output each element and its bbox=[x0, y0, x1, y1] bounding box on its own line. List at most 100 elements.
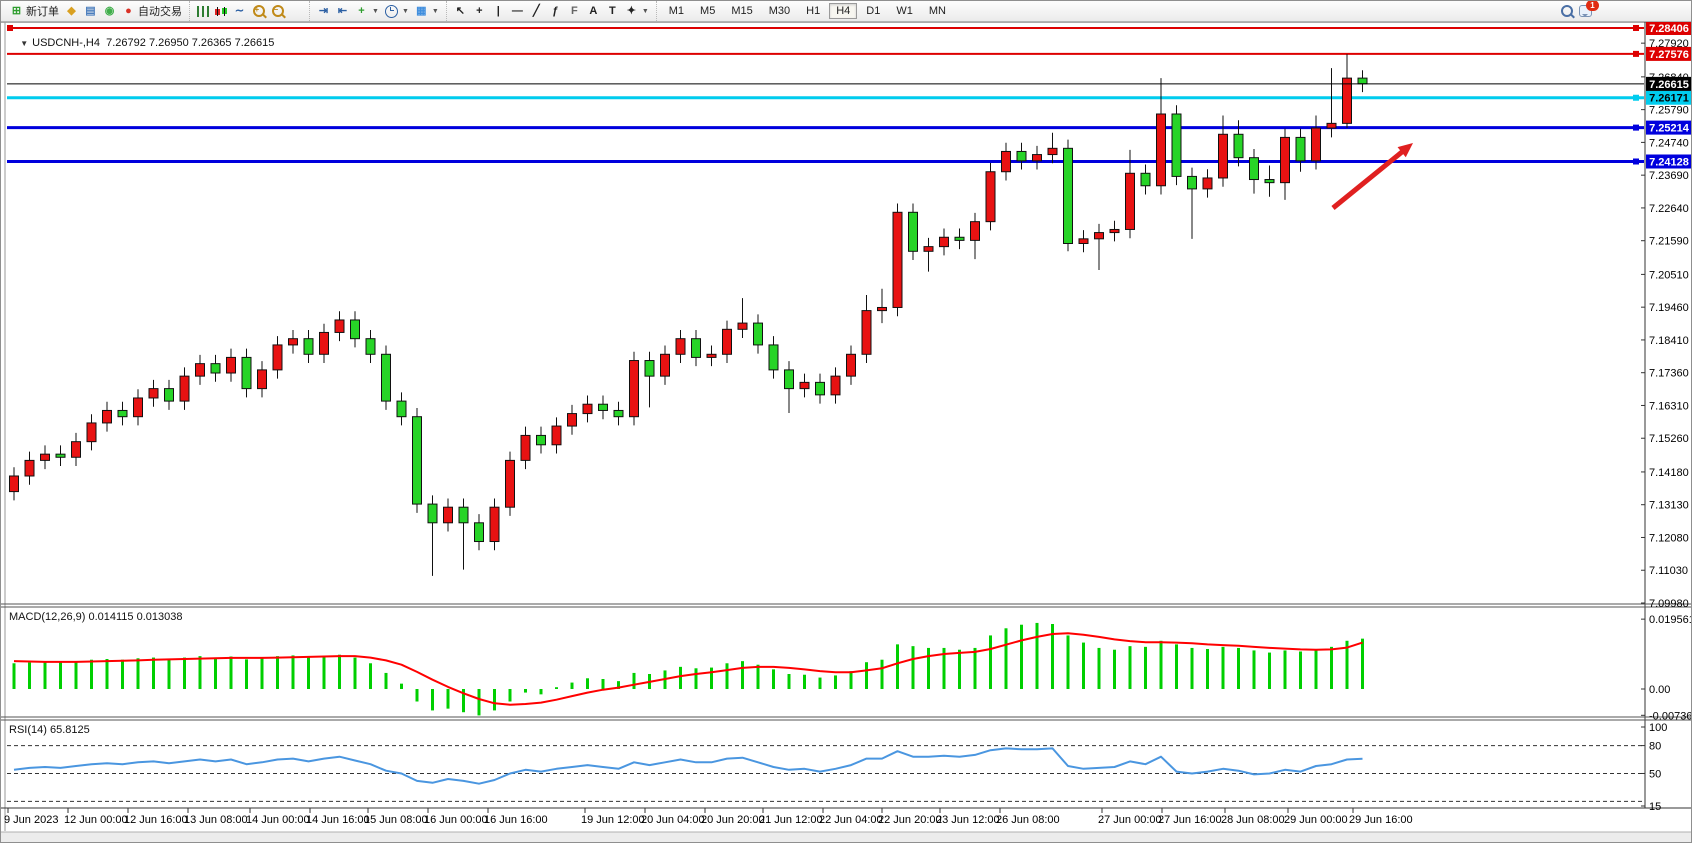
time-axis-label: 21 Jun 12:00 bbox=[759, 814, 823, 826]
candlestick-series[interactable] bbox=[9, 54, 1368, 576]
icon: + bbox=[476, 4, 483, 17]
line-marker bbox=[1633, 94, 1639, 101]
annotation-arrow-head bbox=[1397, 143, 1413, 158]
bar-chart-button[interactable] bbox=[194, 5, 212, 18]
icon: + bbox=[358, 4, 365, 17]
horizontal-line-button[interactable]: — bbox=[508, 4, 527, 19]
macd-indicator-label: MACD(12,26,9) 0.014115 0.013038 bbox=[9, 611, 183, 623]
line-chart-button[interactable]: ∼ bbox=[230, 4, 249, 19]
symbol-period: USDCNH-,H4 bbox=[32, 37, 100, 49]
timeframe-button-mn[interactable]: MN bbox=[928, 5, 946, 17]
price-tick-label: 7.11030 bbox=[1649, 565, 1688, 577]
icon: F bbox=[570, 4, 578, 17]
price-badge-7.25214 bbox=[1646, 120, 1691, 135]
time-axis-label: 20 Jun 20:00 bbox=[701, 814, 765, 826]
rsi-tick-label: 80 bbox=[1649, 741, 1661, 753]
price-tick-label: 7.09980 bbox=[1649, 598, 1689, 610]
crosshair-button[interactable]: + bbox=[470, 4, 489, 19]
time-axis-label: 12 Jun 16:00 bbox=[124, 814, 188, 826]
price-tick-label: 7.16310 bbox=[1649, 400, 1689, 412]
rsi-pane[interactable] bbox=[7, 745, 1644, 802]
icon: ⊞ bbox=[11, 4, 22, 17]
text-button[interactable]: A bbox=[584, 4, 603, 19]
fibonacci-button[interactable]: ƒ bbox=[546, 4, 565, 19]
price-tick-label: 7.12080 bbox=[1649, 532, 1689, 544]
time-axis-label: 16 Jun 00:00 bbox=[424, 814, 488, 826]
icon: ╱ bbox=[533, 4, 540, 17]
svg-text:7.26171: 7.26171 bbox=[1649, 93, 1689, 105]
window-bottom-strip bbox=[1, 832, 1691, 842]
data-window-button[interactable]: ▤ bbox=[81, 4, 100, 19]
chart-menu-icon[interactable]: ▼ bbox=[20, 39, 29, 48]
trendline-button[interactable]: ╱ bbox=[527, 4, 546, 19]
timeframe-button-m1[interactable]: M1 bbox=[668, 5, 685, 17]
add-indicator-button[interactable]: + ▼ bbox=[352, 4, 382, 19]
svg-text:7.25214: 7.25214 bbox=[1649, 123, 1690, 135]
annotation-arrow[interactable] bbox=[1331, 147, 1407, 210]
vertical-line-button[interactable]: | bbox=[489, 4, 508, 19]
time-axis-label: 28 Jun 08:00 bbox=[1221, 814, 1285, 826]
price-badge-7.27576 bbox=[1646, 46, 1691, 61]
navigator-button[interactable]: ◉ bbox=[100, 4, 119, 19]
rsi-tick-label: 15 bbox=[1649, 801, 1661, 813]
chart-shift-button[interactable]: ⇤ bbox=[333, 4, 352, 19]
chat-button[interactable]: 1 bbox=[1576, 1, 1599, 19]
price-tick-label: 7.18410 bbox=[1649, 335, 1689, 347]
price-tick-label: 7.19460 bbox=[1649, 302, 1689, 314]
timeframe-button-h4[interactable]: H4 bbox=[829, 3, 858, 19]
zoom-out-icon: − bbox=[271, 5, 284, 17]
auto-trading-button[interactable]: ● 自动交易 bbox=[119, 2, 185, 20]
tile-windows-button[interactable] bbox=[287, 5, 305, 18]
timeframe-button-d1[interactable]: D1 bbox=[866, 5, 881, 17]
svg-text:7.28406: 7.28406 bbox=[1649, 23, 1689, 35]
periods-button[interactable]: ▼ bbox=[382, 4, 412, 19]
price-tick-label: 7.21590 bbox=[1649, 236, 1689, 248]
time-axis-label: 14 Jun 00:00 bbox=[246, 814, 310, 826]
notification-badge: 1 bbox=[1586, 1, 1599, 11]
svg-text:7.27576: 7.27576 bbox=[1649, 49, 1689, 61]
arrows-button[interactable]: ✦ ▼ bbox=[626, 4, 649, 17]
price-tick-label: 7.20510 bbox=[1649, 269, 1689, 281]
icon: A bbox=[589, 4, 598, 17]
time-axis-label: 29 Jun 16:00 bbox=[1349, 814, 1413, 826]
timeframe-button-h1[interactable]: H1 bbox=[806, 5, 821, 17]
zoom-in-icon: + bbox=[252, 5, 265, 17]
templates-button[interactable]: ▦ ▼ bbox=[416, 4, 439, 17]
rsi-line bbox=[13, 747, 1363, 785]
time-axis-label: 22 Jun 04:00 bbox=[819, 814, 883, 826]
candlestick-chart-button[interactable] bbox=[212, 5, 230, 18]
fibonacci-fan-button[interactable]: F bbox=[565, 4, 584, 19]
timeframe-button-w1[interactable]: W1 bbox=[896, 5, 913, 17]
rsi-indicator-label: RSI(14) 65.8125 bbox=[9, 724, 90, 736]
macd-pane[interactable] bbox=[12, 622, 1365, 716]
macd-tick-label: -0.007367 bbox=[1649, 710, 1692, 722]
auto-scroll-button[interactable]: ⇥ bbox=[314, 4, 333, 19]
candlestick-chart-icon bbox=[215, 5, 227, 17]
price-tick-label: 7.13130 bbox=[1649, 500, 1689, 512]
market-watch-button[interactable]: ◆ bbox=[62, 4, 81, 19]
icon: T bbox=[608, 4, 616, 17]
icon: ↖ bbox=[455, 4, 465, 17]
zoom-in-button[interactable]: + bbox=[249, 4, 268, 19]
svg-text:7.24128: 7.24128 bbox=[1649, 156, 1689, 168]
timeframe-button-m30[interactable]: M30 bbox=[768, 5, 791, 17]
time-axis-label: 22 Jun 20:00 bbox=[878, 814, 942, 826]
text-label-button[interactable]: T bbox=[603, 4, 622, 19]
time-axis-label: 29 Jun 00:00 bbox=[1284, 814, 1348, 826]
price-tick-label: 7.17360 bbox=[1649, 368, 1689, 380]
timeframe-button-m15[interactable]: M15 bbox=[731, 5, 753, 17]
timeframe-button-m5[interactable]: M5 bbox=[700, 5, 716, 17]
time-axis-label: 20 Jun 04:00 bbox=[641, 814, 705, 826]
icon: ∼ bbox=[234, 4, 245, 17]
macd-tick-label: 0.00 bbox=[1649, 684, 1670, 696]
icon: | bbox=[496, 4, 500, 17]
current-price-badge bbox=[1646, 76, 1691, 91]
zoom-out-button[interactable]: − bbox=[268, 4, 287, 19]
time-axis-label: 26 Jun 08:00 bbox=[996, 814, 1060, 826]
toolbar: ⊞ 新订单 ◆ ▤ ◉ ● 自动交易 ∼ + − ⇥ ⇤ + ▼ ▼ ▦ ▼ ↖ + | — ╱ ƒ F A T ✦ ▼ M1 M… bbox=[1, 1, 1691, 22]
search-icon bbox=[1560, 5, 1573, 17]
search-button[interactable] bbox=[1557, 4, 1576, 19]
new-order-button[interactable]: ⊞ 新订单 bbox=[11, 4, 59, 19]
cursor-button[interactable]: ↖ bbox=[451, 4, 470, 19]
